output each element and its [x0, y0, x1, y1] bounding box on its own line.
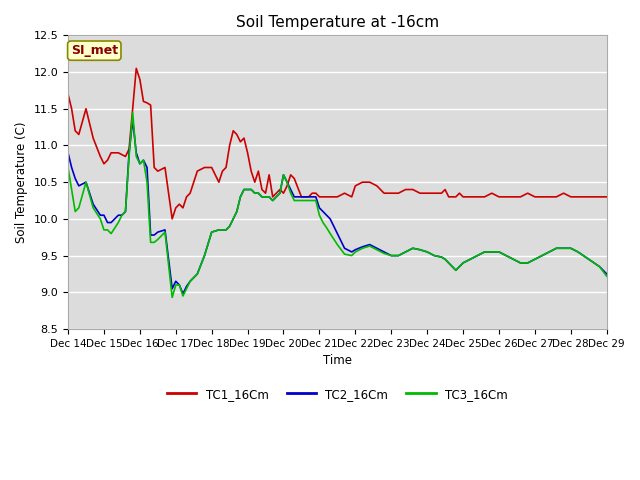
- TC3_16Cm: [545, 249, 553, 255]
- TC2_16Cm: [560, 245, 568, 251]
- TC3_16Cm: [201, 252, 209, 258]
- TC3_16Cm: [168, 295, 176, 300]
- TC1_16Cm: [456, 190, 463, 196]
- TC2_16Cm: [201, 252, 209, 258]
- Y-axis label: Soil Temperature (C): Soil Temperature (C): [15, 121, 28, 243]
- TC3_16Cm: [603, 273, 611, 279]
- TC2_16Cm: [538, 252, 546, 258]
- Text: SI_met: SI_met: [71, 44, 118, 57]
- X-axis label: Time: Time: [323, 354, 352, 367]
- TC3_16Cm: [326, 231, 334, 237]
- Line: TC3_16Cm: TC3_16Cm: [68, 112, 607, 298]
- TC3_16Cm: [560, 245, 568, 251]
- TC1_16Cm: [132, 65, 140, 71]
- TC2_16Cm: [179, 291, 187, 297]
- TC1_16Cm: [64, 91, 72, 97]
- Line: TC1_16Cm: TC1_16Cm: [68, 68, 607, 219]
- Legend: TC1_16Cm, TC2_16Cm, TC3_16Cm: TC1_16Cm, TC2_16Cm, TC3_16Cm: [162, 383, 513, 405]
- TC3_16Cm: [524, 260, 532, 266]
- Title: Soil Temperature at -16cm: Soil Temperature at -16cm: [236, 15, 439, 30]
- TC3_16Cm: [538, 252, 546, 258]
- TC2_16Cm: [524, 260, 532, 266]
- TC3_16Cm: [64, 165, 72, 170]
- TC2_16Cm: [64, 150, 72, 156]
- TC2_16Cm: [545, 249, 553, 255]
- TC1_16Cm: [276, 187, 284, 192]
- TC2_16Cm: [603, 271, 611, 277]
- TC1_16Cm: [168, 216, 176, 222]
- TC1_16Cm: [175, 201, 183, 207]
- TC1_16Cm: [509, 194, 517, 200]
- TC1_16Cm: [603, 194, 611, 200]
- TC2_16Cm: [326, 216, 334, 222]
- Line: TC2_16Cm: TC2_16Cm: [68, 120, 607, 294]
- TC1_16Cm: [154, 168, 162, 174]
- TC1_16Cm: [416, 190, 424, 196]
- TC2_16Cm: [129, 117, 136, 123]
- TC3_16Cm: [129, 109, 136, 115]
